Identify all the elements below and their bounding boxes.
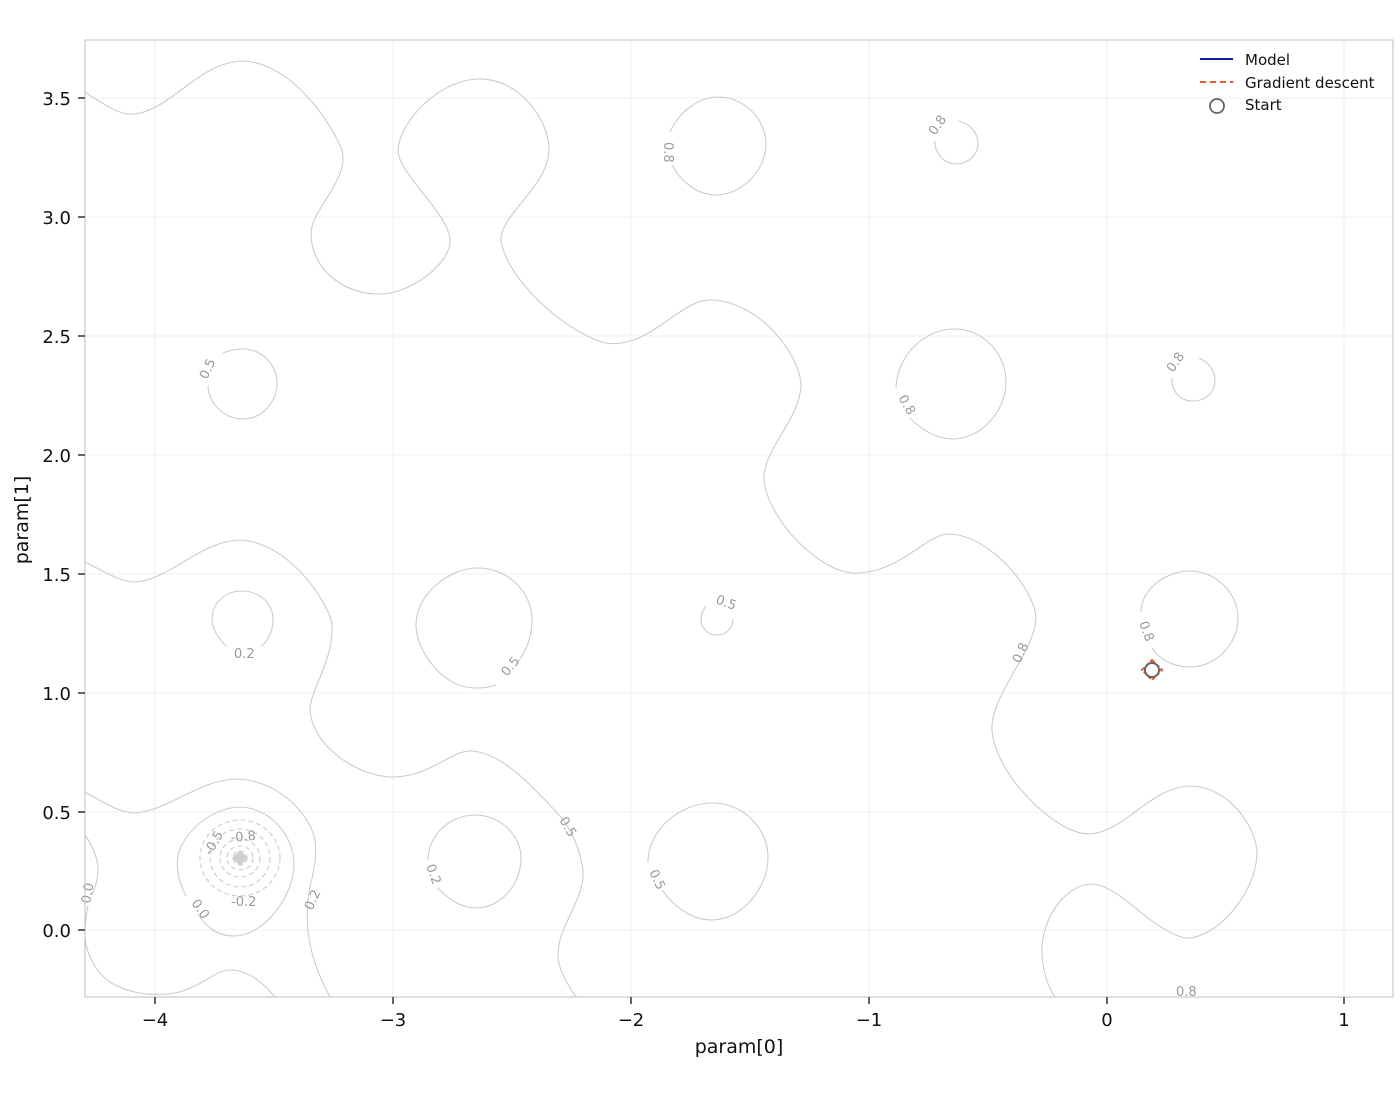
svg-text:0.2: 0.2 bbox=[234, 647, 255, 662]
x-axis-label: param[0] bbox=[695, 1036, 784, 1058]
y-tick-label: 3.0 bbox=[42, 208, 71, 229]
legend-item-model: Model bbox=[1200, 51, 1290, 69]
negative-contours bbox=[199, 819, 281, 897]
y-axis: 0.0 0.5 1.0 1.5 2.0 2.5 3.0 3.5 param[1] bbox=[11, 89, 85, 942]
x-axis: −4 −3 −2 −1 0 1 param[0] bbox=[142, 997, 1350, 1058]
y-tick-label: 2.5 bbox=[42, 327, 71, 348]
y-tick-label: 3.5 bbox=[42, 89, 71, 110]
svg-text:Model: Model bbox=[1245, 51, 1290, 69]
plot-area bbox=[85, 40, 1393, 997]
svg-text:-0.2: -0.2 bbox=[231, 895, 256, 910]
x-tick-label: −4 bbox=[142, 1010, 169, 1031]
svg-text:-0.8: -0.8 bbox=[230, 829, 257, 846]
svg-text:0.8: 0.8 bbox=[1135, 619, 1156, 644]
legend: Model Gradient descent Start bbox=[1200, 51, 1375, 114]
x-tick-label: −1 bbox=[856, 1010, 883, 1031]
y-tick-label: 0.0 bbox=[42, 921, 71, 942]
svg-text:0.8: 0.8 bbox=[660, 142, 675, 163]
y-tick-label: 2.0 bbox=[42, 446, 71, 467]
y-axis-label: param[1] bbox=[11, 476, 33, 565]
legend-item-start: Start bbox=[1209, 96, 1282, 114]
x-tick-label: −3 bbox=[380, 1010, 407, 1031]
minimum-marker bbox=[232, 850, 248, 866]
svg-text:Gradient descent: Gradient descent bbox=[1245, 74, 1375, 92]
svg-text:0.8: 0.8 bbox=[1176, 985, 1197, 1000]
y-tick-label: 0.5 bbox=[42, 803, 71, 824]
open-circle-icon bbox=[1209, 98, 1225, 114]
contour-lines bbox=[84, 60, 1258, 998]
gridlines bbox=[85, 40, 1393, 997]
legend-item-gradient-descent: Gradient descent bbox=[1200, 74, 1375, 92]
start-marker bbox=[1144, 662, 1160, 678]
svg-text:Start: Start bbox=[1245, 96, 1282, 114]
x-tick-label: −2 bbox=[618, 1010, 645, 1031]
svg-text:0.0: 0.0 bbox=[79, 882, 97, 905]
y-tick-label: 1.0 bbox=[42, 684, 71, 705]
svg-text:0.5: 0.5 bbox=[714, 593, 739, 614]
axes-frame bbox=[84, 39, 1394, 998]
x-tick-label: 1 bbox=[1338, 1010, 1349, 1031]
y-tick-label: 1.5 bbox=[42, 565, 71, 586]
x-tick-label: 0 bbox=[1101, 1010, 1112, 1031]
svg-text:0.2: 0.2 bbox=[422, 862, 443, 887]
